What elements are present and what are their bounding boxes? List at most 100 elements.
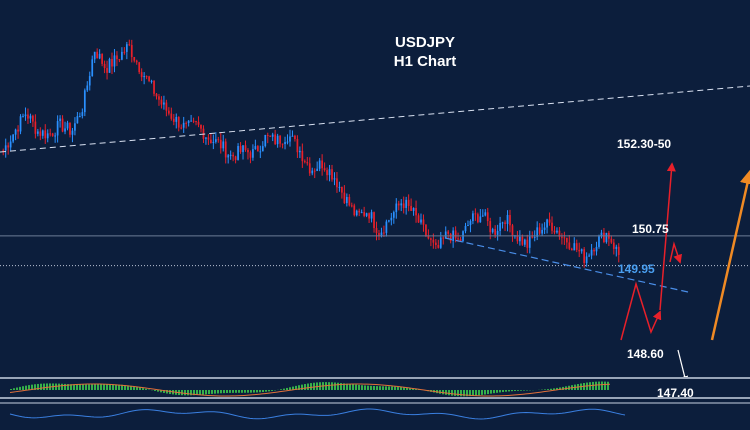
candle-body xyxy=(214,139,217,142)
candle-body xyxy=(175,116,178,122)
candle-body xyxy=(249,152,252,158)
candle-body xyxy=(333,178,336,180)
candle-body xyxy=(308,163,311,174)
macd-histogram-bar xyxy=(208,390,210,395)
candle-body xyxy=(578,249,581,252)
candle-body xyxy=(113,55,116,67)
candle-body xyxy=(316,168,319,172)
candle-body xyxy=(46,133,49,139)
candle-body xyxy=(373,212,375,229)
candle-body xyxy=(247,149,249,153)
candle-body xyxy=(548,219,551,223)
macd-histogram-bar xyxy=(247,390,249,393)
candle-body xyxy=(239,146,242,153)
macd-histogram-bar xyxy=(199,390,201,395)
candle-body xyxy=(338,186,341,188)
macd-histogram-bar xyxy=(562,386,564,390)
candle-body xyxy=(553,230,556,233)
macd-histogram-bar xyxy=(94,384,96,390)
candle-body xyxy=(150,80,153,82)
candle-body xyxy=(182,122,185,128)
candle-body xyxy=(546,219,548,228)
macd-histogram-bar xyxy=(133,386,135,390)
candle-body xyxy=(432,239,435,243)
candle-body xyxy=(388,220,390,222)
macd-histogram-bar xyxy=(406,387,408,390)
candle-body xyxy=(86,85,89,91)
candle-body xyxy=(350,205,353,207)
candle-body xyxy=(558,230,561,237)
candle-body xyxy=(506,215,509,224)
candle-body xyxy=(551,222,553,231)
candle-body xyxy=(281,143,284,145)
candle-body xyxy=(41,130,44,136)
macd-histogram-bar xyxy=(106,384,108,390)
candle-body xyxy=(163,102,165,105)
candle-body xyxy=(244,145,247,150)
candle-body xyxy=(457,238,459,240)
candle-body xyxy=(145,76,148,78)
candle-body xyxy=(459,239,462,242)
macd-histogram-bar xyxy=(484,390,486,395)
candle-body xyxy=(420,219,422,223)
macd-histogram-bar xyxy=(307,383,309,390)
macd-histogram-bar xyxy=(70,384,72,390)
candle-body xyxy=(405,199,408,208)
candle-body xyxy=(454,230,457,239)
macd-histogram-bar xyxy=(154,390,156,391)
chart-title: USDJPY xyxy=(394,34,456,51)
candle-body xyxy=(318,160,321,169)
macd-histogram-bar xyxy=(394,386,396,390)
candle-body xyxy=(296,139,299,153)
candle-body xyxy=(415,208,417,216)
candle-body xyxy=(237,146,239,160)
falling-trendline xyxy=(444,237,689,293)
macd-histogram-bar xyxy=(130,385,132,390)
macd-histogram-bar xyxy=(286,387,288,390)
macd-histogram-bar xyxy=(232,390,234,393)
candle-body xyxy=(568,242,571,249)
candle-body xyxy=(326,170,328,176)
candle-body xyxy=(301,150,304,162)
candle-body xyxy=(603,232,605,243)
candle-body xyxy=(494,229,497,235)
candle-body xyxy=(519,236,521,242)
candle-body xyxy=(185,122,188,124)
macd-histogram-bar xyxy=(478,390,480,396)
macd-histogram-bar xyxy=(124,385,126,390)
macd-histogram-bar xyxy=(112,384,114,390)
candle-body xyxy=(536,227,539,237)
macd-histogram-bar xyxy=(346,383,348,390)
macd-histogram-bar xyxy=(415,388,417,390)
candle-body xyxy=(575,243,578,250)
candle-body xyxy=(34,121,37,134)
macd-histogram-bar xyxy=(298,385,300,390)
candle-body xyxy=(385,221,388,233)
candle-body xyxy=(425,224,427,236)
candle-body xyxy=(108,58,111,73)
candle-body xyxy=(588,255,590,257)
macd-histogram-bar xyxy=(376,386,378,390)
macd-histogram-bar xyxy=(241,390,243,393)
macd-histogram-bar xyxy=(385,386,387,390)
level-label-147-40: 147.40 xyxy=(657,386,694,400)
macd-histogram-bar xyxy=(157,390,159,392)
candle-body xyxy=(165,102,168,111)
macd-histogram-bar xyxy=(352,384,354,390)
candle-body xyxy=(234,156,237,160)
macd-histogram-bar xyxy=(265,390,267,392)
candle-body xyxy=(543,227,546,230)
candle-body xyxy=(9,141,12,148)
candle-body xyxy=(180,127,183,129)
macd-histogram-bar xyxy=(121,384,123,390)
candle-body xyxy=(128,44,131,46)
macd-histogram-bar xyxy=(100,384,102,390)
macd-histogram-bar xyxy=(409,387,411,390)
candle-body xyxy=(125,44,128,52)
candle-body xyxy=(266,134,269,136)
candle-body xyxy=(444,231,447,239)
candle-body xyxy=(276,135,279,145)
macd-histogram-bar xyxy=(16,387,18,390)
candle-body xyxy=(2,150,5,152)
macd-histogram-bar xyxy=(88,384,90,390)
